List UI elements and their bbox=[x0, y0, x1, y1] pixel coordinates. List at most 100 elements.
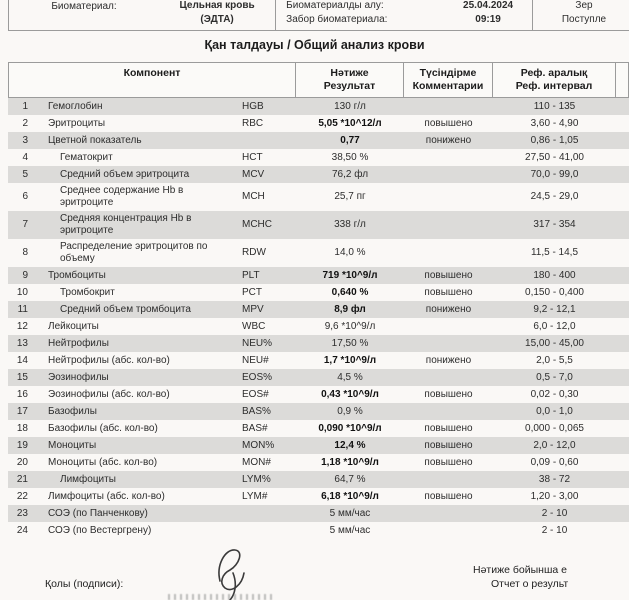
ref-range: 0,5 - 7,0 bbox=[536, 371, 573, 383]
row-sliver bbox=[616, 478, 629, 482]
comment-value bbox=[404, 342, 493, 346]
signature-label: Қолы (подписи): bbox=[45, 578, 124, 590]
comment-value bbox=[404, 156, 493, 160]
row-number: 2 bbox=[22, 117, 28, 129]
result-value: 4,5 % bbox=[337, 371, 363, 383]
row-sliver bbox=[616, 105, 629, 109]
row-sliver bbox=[616, 308, 629, 312]
comment-value: повышено bbox=[424, 117, 473, 129]
component-code: MCHC bbox=[242, 219, 272, 230]
result-value: 1,18 *10^9/л bbox=[321, 456, 379, 468]
comment-value bbox=[404, 325, 493, 329]
col-header-ref: Реф. аралық Реф. интервал bbox=[492, 63, 615, 97]
row-sliver bbox=[616, 223, 629, 227]
table-row: 6 Среднее содержание Hb в эритроците MCH 25… bbox=[8, 183, 629, 211]
row-number: 10 bbox=[16, 286, 28, 298]
comment-value bbox=[404, 529, 493, 533]
component-name: Гемоглобин bbox=[48, 100, 103, 112]
comment-value: повышено bbox=[424, 388, 473, 400]
result-value: 5 мм/час bbox=[329, 524, 371, 536]
comment-value bbox=[404, 478, 493, 482]
comment-value bbox=[404, 173, 493, 177]
table-row: 8 Распределение эритроцитов по объему RDW 1… bbox=[8, 239, 629, 267]
component-name: Нейтрофилы (абс. кол-во) bbox=[48, 354, 170, 366]
result-value: 719 *10^9/л bbox=[322, 269, 378, 281]
table-row: 20 Моноциты (абс. кол-во) MON# 1,18 *10^9/л… bbox=[8, 454, 629, 471]
comment-value bbox=[404, 195, 493, 199]
row-number: 18 bbox=[16, 422, 28, 434]
ref-range: 1,20 - 3,00 bbox=[530, 490, 579, 502]
comment-value: повышено bbox=[424, 490, 473, 502]
comment-value: повышено bbox=[424, 269, 473, 281]
component-name: Средняя концентрация Hb в эритроците bbox=[60, 213, 192, 236]
table-row: 21 Лимфоциты LYM% 64,7 % 38 - 72 bbox=[8, 471, 629, 488]
report-note-line-kz: Нәтиже бойынша е bbox=[473, 564, 567, 576]
clipped-name-text bbox=[168, 594, 272, 600]
ref-range: 0,02 - 0,30 bbox=[530, 388, 579, 400]
table-row: 14 Нейтрофилы (абс. кол-во) NEU# 1,7 *10^9/… bbox=[8, 352, 629, 369]
signature-handwriting bbox=[192, 545, 272, 600]
table-header-row: Компонент Нәтиже Результат Түсіндірме Ко… bbox=[8, 62, 629, 98]
table-row: 1 Гемоглобин HGB 130 г/л 110 - 135 bbox=[8, 98, 629, 115]
result-value: 338 г/л bbox=[334, 219, 366, 230]
report-note-line-ru: Отчет о результ bbox=[491, 578, 569, 590]
result-value: 6,18 *10^9/л bbox=[321, 490, 379, 502]
component-code bbox=[234, 512, 296, 516]
component-name: Средний объем эритроцита bbox=[60, 168, 190, 180]
result-value: 1,7 *10^9/л bbox=[323, 354, 377, 366]
comment-value: понижено bbox=[425, 303, 472, 315]
row-sliver bbox=[616, 427, 629, 431]
table-row: 2 Эритроциты RBC 5,05 *10^12/л повышено 3,60 … bbox=[8, 115, 629, 132]
row-sliver bbox=[616, 291, 629, 295]
col-header-component: Компонент bbox=[123, 67, 181, 79]
ref-range: 11,5 - 14,5 bbox=[530, 247, 579, 258]
result-value: 8,9 фл bbox=[334, 303, 366, 315]
row-sliver bbox=[616, 461, 629, 465]
comment-value: повышено bbox=[424, 456, 473, 468]
ref-range: 2 - 10 bbox=[541, 524, 568, 536]
ref-range: 0,86 - 1,05 bbox=[530, 134, 579, 146]
row-number: 15 bbox=[16, 371, 28, 383]
component-name: Гематокрит bbox=[60, 151, 113, 163]
component-name: Тромбоциты bbox=[48, 269, 106, 281]
result-value: 0,640 % bbox=[331, 286, 369, 298]
ref-range: 0,150 - 0,400 bbox=[525, 286, 584, 298]
specimen-info-table: Биоматериал: Цельная кровь (ЭДТА) Биомат… bbox=[8, 0, 629, 31]
component-name: Эозинофилы (абс. кол-во) bbox=[48, 388, 170, 400]
component-code: RDW bbox=[242, 247, 266, 258]
row-sliver bbox=[616, 274, 629, 278]
ref-range: 2,0 - 5,5 bbox=[536, 354, 573, 366]
biomaterial-cell: Биоматериал: Цельная кровь (ЭДТА) bbox=[9, 0, 277, 30]
component-name: СОЭ (по Панченкову) bbox=[48, 507, 148, 519]
component-name: Распределение эритроцитов по объему bbox=[60, 241, 208, 264]
table-row: 18 Базофилы (абс. кол-во) BAS# 0,090 *10^9/… bbox=[8, 420, 629, 437]
component-code: HGB bbox=[242, 100, 264, 112]
lab-receipt-cell: Зер Поступле bbox=[533, 0, 629, 30]
ref-range: 3,60 - 4,90 bbox=[530, 117, 579, 129]
table-row: 11 Средний объем тромбоцита MPV 8,9 фл пониж… bbox=[8, 301, 629, 318]
row-number: 8 bbox=[22, 247, 28, 258]
component-name: Базофилы (абс. кол-во) bbox=[48, 422, 158, 434]
ref-range: 2,0 - 12,0 bbox=[533, 439, 576, 451]
sampling-cell: Биоматериалды алу: Забор биоматериала: 2… bbox=[276, 0, 533, 30]
row-sliver bbox=[616, 444, 629, 448]
row-sliver bbox=[616, 359, 629, 363]
table-row: 5 Средний объем эритроцита MCV 76,2 фл 70,0 … bbox=[8, 166, 629, 183]
table-row: 7 Средняя концентрация Hb в эритроците MCH… bbox=[8, 211, 629, 239]
row-number: 4 bbox=[22, 151, 28, 163]
row-sliver bbox=[616, 410, 629, 414]
result-value: 0,090 *10^9/л bbox=[318, 422, 382, 434]
ref-range: 0,0 - 1,0 bbox=[536, 405, 573, 417]
ref-range: 0,000 - 0,065 bbox=[525, 422, 584, 434]
result-value: 38,50 % bbox=[331, 151, 369, 163]
ref-range: 27,50 - 41,00 bbox=[525, 151, 584, 163]
comment-value: повышено bbox=[424, 439, 473, 451]
col-header-clipped-sliver bbox=[615, 63, 628, 97]
component-code: MCH bbox=[242, 191, 265, 202]
ref-range: 24,5 - 29,0 bbox=[530, 191, 579, 202]
comment-value bbox=[404, 410, 493, 414]
row-sliver bbox=[616, 529, 629, 533]
ref-range: 9,2 - 12,1 bbox=[533, 303, 576, 315]
component-code: PCT bbox=[242, 286, 262, 298]
